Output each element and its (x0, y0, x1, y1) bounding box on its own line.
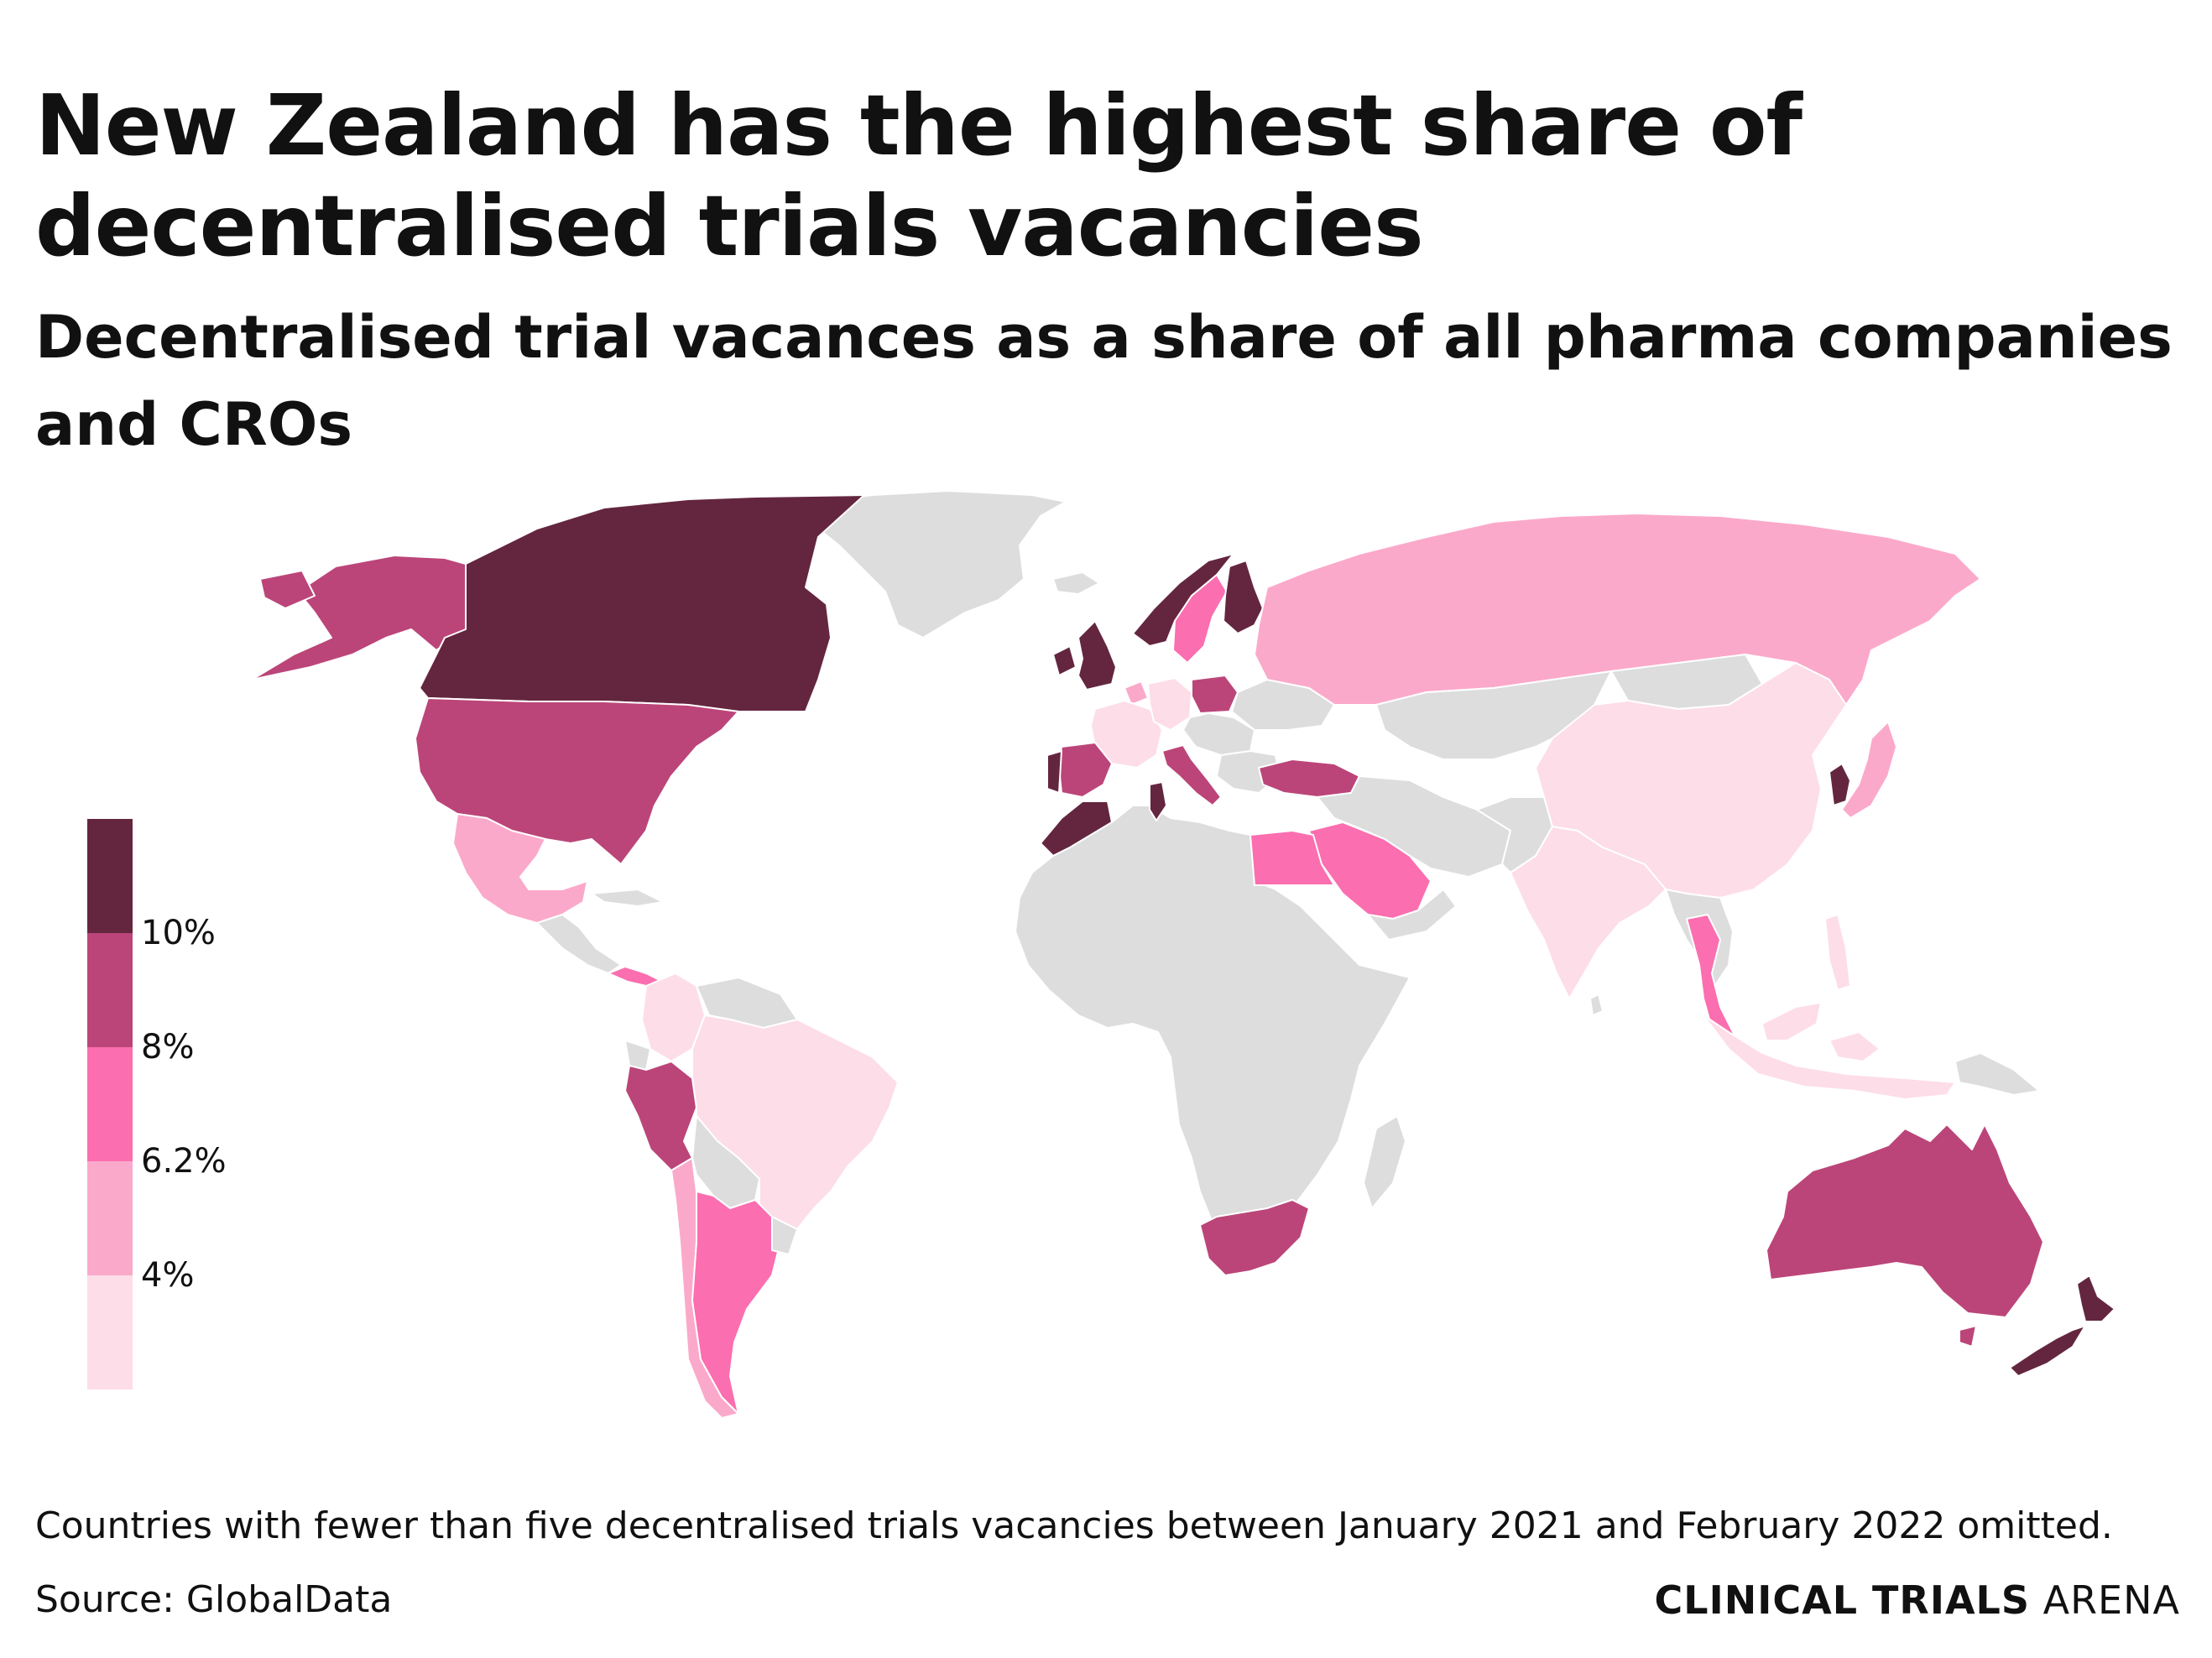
country-poland (1191, 675, 1239, 714)
chart-title: New Zealand has the highest share of dec… (35, 76, 1802, 275)
legend-swatch-gt10 (87, 819, 133, 933)
country-png (1954, 1052, 2040, 1096)
country-indonesia (1703, 1014, 1956, 1100)
country-germany (1147, 677, 1192, 731)
country-greenland (805, 490, 1067, 639)
country-yemen (1367, 889, 1457, 941)
country-portugal (1046, 750, 1062, 794)
country-indonesia-east (1829, 1031, 1881, 1062)
legend-label-6-2: 6.2% (141, 1142, 227, 1181)
legend-swatch-8-10 (87, 933, 133, 1047)
country-france (1090, 700, 1163, 769)
country-africa (1015, 805, 1411, 1234)
country-philippines (1824, 914, 1851, 991)
country-russia (1254, 513, 1981, 706)
chart-subtitle: Decentralised trial vacances as a share … (35, 303, 2173, 459)
country-sri-lanka (1589, 993, 1604, 1016)
legend-label-10: 10% (141, 914, 216, 952)
country-tasmania (1959, 1325, 1977, 1348)
country-alaska (251, 555, 467, 680)
country-central-america (536, 914, 622, 974)
legend-swatch-6-8 (87, 1047, 133, 1161)
country-peru (624, 1061, 697, 1171)
country-egypt (1249, 830, 1335, 886)
country-new-zealand-north (2076, 1275, 2115, 1322)
country-uk (1077, 620, 1117, 691)
country-finland (1223, 560, 1264, 634)
brand-logo: CLINICAL TRIALS ARENA (1655, 1577, 2180, 1623)
country-canada (419, 494, 865, 712)
legend-swatch-lt4 (87, 1275, 133, 1389)
country-caribbean (591, 889, 664, 907)
legend-label-4: 4% (141, 1256, 195, 1295)
country-netherlands (1124, 680, 1149, 706)
country-mexico (452, 813, 588, 924)
country-madagascar (1363, 1115, 1406, 1209)
country-argentina (691, 1191, 781, 1415)
country-south-korea (1829, 763, 1851, 806)
country-china (1535, 662, 1847, 899)
country-alaska-west (259, 570, 316, 609)
country-malaysia (1761, 1002, 1822, 1041)
country-iceland (1052, 571, 1100, 595)
source-credit: Source: GlobalData (35, 1578, 393, 1621)
country-ireland (1052, 645, 1077, 676)
country-uruguay (771, 1216, 798, 1255)
legend-swatch-4-6 (87, 1161, 133, 1275)
country-new-zealand-south (2009, 1325, 2086, 1377)
country-sweden (1172, 574, 1228, 664)
country-japan (1841, 721, 1897, 819)
brand-light: ARENA (2042, 1577, 2180, 1623)
country-tunisia (1149, 781, 1167, 821)
country-italy (1161, 744, 1222, 806)
country-turkey (1258, 759, 1360, 798)
country-south-africa (1199, 1199, 1310, 1276)
footnote: Countries with fewer than five decentral… (35, 1504, 2113, 1547)
country-australia (1766, 1124, 2044, 1318)
legend-label-8: 8% (141, 1028, 195, 1066)
brand-bold: CLINICAL TRIALS (1654, 1577, 2030, 1623)
